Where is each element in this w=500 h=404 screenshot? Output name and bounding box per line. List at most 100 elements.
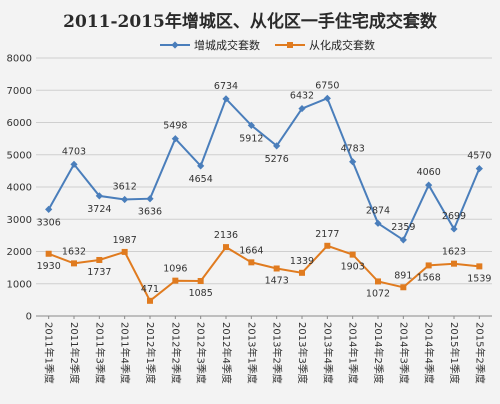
data-label: 1539	[467, 273, 491, 284]
data-point-marker	[425, 181, 433, 189]
legend-marker	[287, 42, 293, 48]
data-point-marker	[323, 94, 331, 102]
data-point-marker	[121, 248, 128, 255]
data-point-marker	[324, 242, 331, 249]
data-point-marker	[425, 262, 432, 269]
data-point-marker	[71, 260, 77, 267]
x-tick-label: 2013年1季度	[245, 322, 258, 384]
data-label: 5276	[265, 154, 289, 165]
data-label: 1339	[290, 256, 314, 267]
data-label: 1664	[239, 245, 263, 256]
data-point-marker	[70, 160, 78, 168]
data-point-marker	[45, 205, 53, 213]
data-point-marker	[171, 135, 179, 143]
data-point-marker	[247, 121, 255, 129]
data-point-marker	[172, 277, 179, 284]
data-label: 5912	[239, 133, 263, 144]
data-point-marker	[349, 158, 357, 166]
data-label: 3612	[113, 182, 137, 193]
x-tick-label: 2015年1季度	[448, 322, 461, 384]
data-point-marker	[476, 263, 483, 270]
data-label: 5498	[163, 121, 187, 132]
legend-marker	[171, 41, 179, 49]
data-point-marker	[400, 284, 407, 291]
data-label: 2699	[442, 211, 466, 222]
data-label: 6734	[214, 81, 238, 92]
data-label: 4060	[417, 167, 441, 178]
x-tick-label: 2014年1季度	[347, 322, 360, 384]
data-label: 2874	[366, 205, 390, 216]
axis-layer: 0 1000 2000 3000 4000 5000 6000 7000 8000 2011年1季…	[7, 54, 487, 384]
x-tick-label: 2012年1季度	[144, 322, 157, 384]
x-tick-label: 2011年3季度	[93, 322, 106, 384]
data-label: 1568	[417, 272, 441, 283]
data-point-marker	[147, 297, 153, 304]
data-label: 6750	[315, 80, 339, 91]
x-tick-label: 2013年3季度	[296, 322, 309, 384]
data-label: 891	[394, 270, 412, 281]
x-tick-label: 2012年3季度	[195, 322, 208, 384]
y-tick-label: 4000	[7, 183, 32, 194]
x-tick-label: 2014年3季度	[397, 322, 410, 384]
data-point-marker	[451, 260, 457, 267]
data-label: 4654	[189, 174, 213, 185]
y-tick-label: 2000	[7, 247, 32, 258]
data-point-marker	[197, 162, 205, 170]
data-point-marker	[374, 219, 382, 227]
data-label: 1903	[341, 262, 365, 273]
data-point-marker	[197, 278, 204, 285]
y-tick-label: 8000	[7, 54, 32, 65]
data-label: 1085	[189, 288, 213, 299]
legend-label: 从化成交套数	[309, 38, 375, 52]
x-tick-label: 2014年2季度	[372, 322, 385, 384]
data-label: 1737	[87, 267, 111, 278]
series-line-1	[48, 244, 480, 303]
data-label: 1632	[62, 246, 86, 257]
x-tick-label: 2012年4季度	[220, 322, 233, 384]
data-label: 1987	[113, 235, 137, 246]
data-label: 1930	[37, 261, 61, 272]
x-tick-label: 2014年4季度	[423, 322, 436, 384]
data-point-marker	[146, 195, 154, 203]
data-label: 4570	[467, 151, 491, 162]
y-tick-label: 5000	[7, 150, 32, 161]
x-tick-label: 2011年1季度	[43, 322, 56, 384]
data-label: 3636	[138, 207, 162, 218]
data-label: 471	[141, 284, 159, 295]
data-point-marker	[298, 104, 306, 113]
x-tick-label: 2011年2季度	[68, 322, 81, 384]
data-point-marker	[349, 251, 356, 258]
data-point-marker	[299, 269, 305, 276]
x-tick-label: 2013年4季度	[321, 322, 334, 384]
data-label: 1096	[163, 264, 187, 275]
data-label: 2359	[391, 222, 415, 233]
data-point-marker	[375, 278, 381, 285]
data-label: 4703	[62, 146, 86, 157]
data-point-marker	[95, 192, 103, 200]
data-label: 4783	[341, 144, 365, 155]
data-label: 3306	[37, 217, 61, 228]
y-tick-label: 0	[26, 312, 32, 323]
x-tick-label: 2012年2季度	[169, 322, 182, 384]
data-point-marker	[45, 250, 52, 257]
data-label: 1072	[366, 288, 390, 299]
data-point-marker	[475, 165, 483, 173]
chart-title: 2011-2015年增城区、从化区一手住宅成交套数	[63, 11, 438, 32]
x-tick-label: 2013年2季度	[271, 322, 284, 384]
data-point-marker	[96, 256, 103, 263]
data-label: 1473	[265, 275, 289, 286]
data-point-marker	[121, 195, 129, 204]
data-point-marker	[450, 225, 458, 233]
data-label: 3724	[87, 204, 111, 215]
data-point-marker	[222, 95, 230, 103]
x-tick-label: 2011年4季度	[119, 322, 132, 384]
legend: 增城成交套数 从化成交套数	[160, 38, 375, 52]
series-layer	[45, 94, 483, 304]
data-point-marker	[273, 142, 281, 150]
data-label: 2177	[315, 229, 339, 240]
data-point-marker	[273, 265, 280, 272]
y-tick-label: 3000	[7, 215, 32, 226]
